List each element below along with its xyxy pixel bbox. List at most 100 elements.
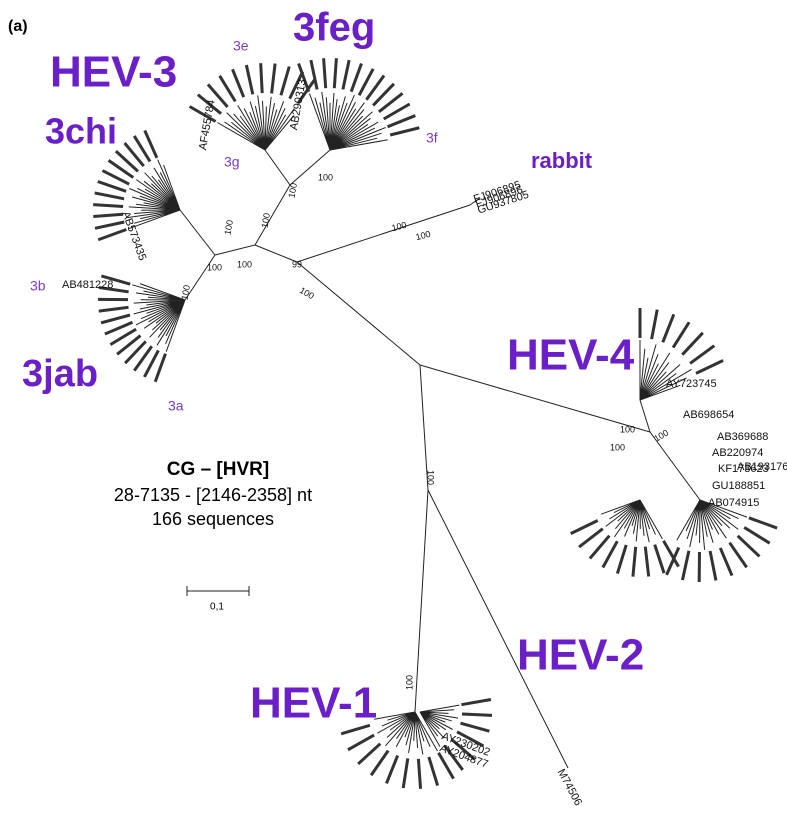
leaf-label-stub [385, 755, 399, 785]
clade-label: HEV-3 [50, 48, 177, 97]
leaf-label: AF455784 [197, 99, 218, 151]
leaf-fan [600, 499, 663, 543]
leaf-label-stub [728, 541, 748, 569]
bootstrap-value: 100 [391, 220, 408, 234]
leaf-label-stub [460, 721, 490, 733]
leaf-label: AB290313 [288, 78, 309, 131]
leaf-label-stub [100, 274, 131, 286]
bootstrap-value: 100 [652, 428, 670, 444]
info-title: CG – [HVR] [167, 459, 269, 480]
tree-branches [179, 149, 701, 769]
leaf-label-stub [133, 345, 154, 372]
leaf-fan [132, 283, 186, 352]
leaf-label-stub [309, 59, 319, 90]
bootstrap-value: 100 [286, 182, 298, 199]
clade-label: HEV-4 [507, 331, 635, 380]
leaf-fan [374, 711, 438, 755]
leaf-label-stub [98, 305, 129, 313]
leaf-label-stub [653, 544, 666, 574]
leaf-label-stub [578, 527, 604, 549]
leaf-label-stub [695, 359, 724, 375]
leaf-label: AB698654 [683, 409, 734, 421]
bootstrap-value: 100 [179, 284, 191, 301]
leaf-label-stub [107, 159, 135, 179]
leaf-label-stub [270, 63, 277, 94]
leaf-label-stub [357, 742, 382, 766]
leaf-label-stub [437, 751, 455, 780]
clade-label: 3jab [22, 353, 98, 395]
leaf-label-stub [143, 129, 159, 159]
subtype-label: 3g [224, 154, 240, 170]
leaf-label-stub [218, 75, 237, 103]
leaf-label-stub [288, 70, 305, 100]
leaf-label: AB369688 [717, 431, 768, 443]
info-count: 166 sequences [152, 509, 274, 529]
leaf-label-stub [97, 180, 127, 193]
leaf-label: GU188851 [712, 480, 765, 492]
leaf-label-stub [98, 285, 129, 294]
leaf-label-stub [365, 74, 386, 101]
leaf-label-stub [601, 540, 619, 569]
leaf-label-stub [322, 58, 328, 89]
scale-label: 0,1 [210, 602, 224, 613]
leaf-label-stub [124, 340, 147, 365]
leaf-label-stub [332, 58, 338, 89]
leaf-label-stub [297, 62, 311, 93]
bootstrap-value: 99 [292, 259, 302, 269]
bootstrap-value: 100 [620, 424, 635, 434]
leaf-label-stub [386, 114, 416, 129]
leaf-label-stub [244, 64, 255, 95]
leaf-label-stub [382, 102, 411, 121]
clade-label: rabbit [531, 148, 593, 173]
leaf-label-stub [93, 203, 124, 208]
leaf-label-stub [97, 297, 129, 302]
leaf-label-stub [748, 516, 778, 530]
bootstrap-value: 100 [415, 229, 432, 243]
leaf-label-stub [357, 68, 375, 97]
bootstrap-value: 100 [404, 675, 414, 690]
leaf-label-stub [661, 313, 676, 343]
info-range: 28-7135 - [2146-2358] nt [114, 485, 312, 505]
leaf-label-stub [369, 749, 390, 777]
leaf-label-stub [389, 126, 420, 137]
leaf-label-stub [94, 191, 125, 201]
leaf-label-stub [100, 313, 131, 325]
leaf-fan [419, 704, 460, 747]
leaf-label-stub [708, 550, 718, 581]
leaf-label-stub [341, 59, 351, 90]
leaf-label-stub [116, 334, 142, 356]
leaf-label-stub [401, 758, 410, 789]
leaf-label: M74506 [555, 767, 584, 808]
bootstrap-value: 100 [298, 285, 316, 301]
leaf-label-stub [377, 92, 404, 113]
leaf-label-stub [340, 723, 371, 736]
leaf-label-stub [123, 142, 145, 168]
leaf-label-stub [461, 712, 493, 717]
leaf-label-stub [349, 62, 363, 93]
leaf-label: AB193176 [737, 461, 787, 473]
leaf-label-stub [296, 78, 317, 105]
leaf-label-stub [689, 344, 716, 365]
leaf-label: AB220974 [712, 447, 763, 459]
leaf-label-stub [279, 66, 291, 96]
leaf-label-stub [570, 519, 599, 535]
leaf-label-stub [347, 733, 375, 752]
leaf-label-stub [259, 63, 264, 94]
leaf-fan [676, 499, 748, 550]
subtype-label: 3e [233, 38, 249, 54]
bootstrap-value: 100 [237, 259, 252, 269]
leaf-label-stub [662, 539, 680, 568]
leaf-fan [127, 159, 181, 230]
leaf-label-stub [456, 730, 485, 748]
leaf-label-stub [231, 68, 246, 98]
leaf-label: AB074915 [708, 497, 759, 509]
leaf-label-stub [671, 321, 691, 349]
clade-label: HEV-2 [517, 631, 644, 680]
leaf-label-stub [114, 149, 140, 173]
panel-label: (a) [8, 18, 28, 35]
leaf-label-stub [718, 547, 734, 577]
clade-label: HEV-1 [250, 679, 377, 728]
leaf-label-stub [109, 327, 137, 346]
leaf-label-stub [665, 546, 681, 576]
leaf-label-stub [153, 353, 167, 383]
